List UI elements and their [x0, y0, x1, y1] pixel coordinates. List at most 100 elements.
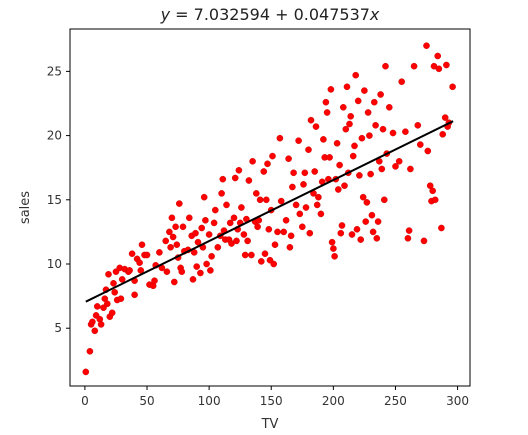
data-point — [223, 201, 230, 209]
x-tick-label: 200 — [322, 394, 345, 408]
data-point — [289, 183, 296, 191]
data-point — [420, 237, 428, 245]
data-point — [438, 224, 445, 232]
data-point — [261, 250, 269, 257]
data-point — [276, 134, 284, 142]
data-point — [233, 237, 240, 245]
data-point — [392, 163, 399, 170]
y-tick-label: 10 — [47, 257, 62, 271]
data-point — [131, 291, 138, 299]
plot-area — [82, 42, 456, 376]
data-point — [449, 83, 456, 91]
data-point — [338, 222, 346, 229]
data-point — [194, 238, 202, 246]
data-point — [429, 187, 437, 195]
data-point — [424, 147, 432, 155]
data-point — [343, 83, 351, 91]
data-point — [91, 327, 99, 335]
data-point — [416, 141, 424, 148]
data-point — [214, 243, 222, 251]
data-point — [370, 98, 378, 106]
data-point — [320, 136, 327, 143]
data-point — [301, 169, 309, 177]
regression-line — [85, 120, 454, 303]
data-point — [175, 200, 183, 207]
data-point — [434, 52, 442, 60]
data-point — [110, 279, 117, 287]
data-point — [341, 182, 348, 189]
data-point — [151, 277, 158, 285]
data-point — [331, 252, 338, 260]
data-point — [353, 225, 361, 233]
data-point — [357, 236, 365, 243]
data-point — [337, 229, 345, 237]
data-point — [256, 196, 264, 204]
data-point — [286, 243, 294, 251]
data-point — [402, 128, 409, 135]
data-point — [358, 134, 366, 142]
data-point — [270, 260, 278, 268]
data-point — [323, 109, 331, 116]
data-point — [241, 251, 249, 259]
x-tick-label: 150 — [260, 394, 283, 408]
data-point — [208, 252, 215, 260]
data-point — [333, 139, 341, 147]
data-point — [211, 206, 219, 214]
data-point — [260, 168, 268, 175]
data-point — [118, 276, 126, 283]
x-tick-label: 100 — [198, 394, 221, 408]
data-point — [207, 267, 214, 274]
data-point — [156, 249, 163, 256]
data-point — [235, 166, 243, 174]
data-point — [405, 227, 413, 234]
data-point — [192, 229, 199, 237]
data-point — [431, 196, 439, 204]
data-point — [339, 104, 347, 111]
data-point — [439, 130, 447, 138]
data-point — [410, 62, 418, 70]
data-point — [240, 231, 248, 238]
data-point — [395, 157, 403, 165]
data-point — [290, 169, 297, 177]
data-point — [359, 193, 367, 201]
x-axis: 0 50 100 150 200 250 300 — [81, 386, 469, 408]
data-point — [252, 190, 260, 197]
data-point — [169, 233, 177, 241]
data-point — [382, 62, 389, 70]
data-point — [443, 61, 450, 69]
data-point — [137, 267, 145, 274]
data-point — [245, 177, 253, 184]
data-point — [89, 318, 96, 326]
data-point — [373, 234, 381, 242]
data-point — [136, 259, 143, 267]
data-point — [441, 114, 449, 121]
data-point — [352, 71, 360, 79]
data-point — [367, 170, 374, 178]
data-point — [104, 300, 111, 308]
data-point — [292, 201, 300, 209]
data-point — [287, 232, 295, 240]
data-point — [138, 241, 146, 248]
data-point — [218, 190, 225, 197]
data-point — [82, 368, 90, 376]
data-point — [404, 234, 412, 242]
data-point — [295, 137, 302, 144]
data-point — [265, 225, 273, 233]
data-point — [111, 288, 118, 296]
data-point — [94, 303, 101, 310]
data-point — [202, 216, 209, 224]
data-point — [336, 161, 343, 169]
data-point — [185, 214, 193, 222]
data-point — [179, 223, 187, 231]
data-point — [380, 196, 388, 204]
data-point — [300, 181, 307, 188]
data-point — [264, 160, 271, 168]
data-point — [369, 228, 377, 236]
data-point — [249, 157, 256, 165]
data-point — [348, 231, 356, 238]
x-tick-label: 50 — [139, 394, 154, 408]
data-point — [306, 229, 314, 237]
data-point — [347, 113, 355, 120]
data-point — [230, 214, 238, 222]
data-point — [167, 243, 174, 251]
